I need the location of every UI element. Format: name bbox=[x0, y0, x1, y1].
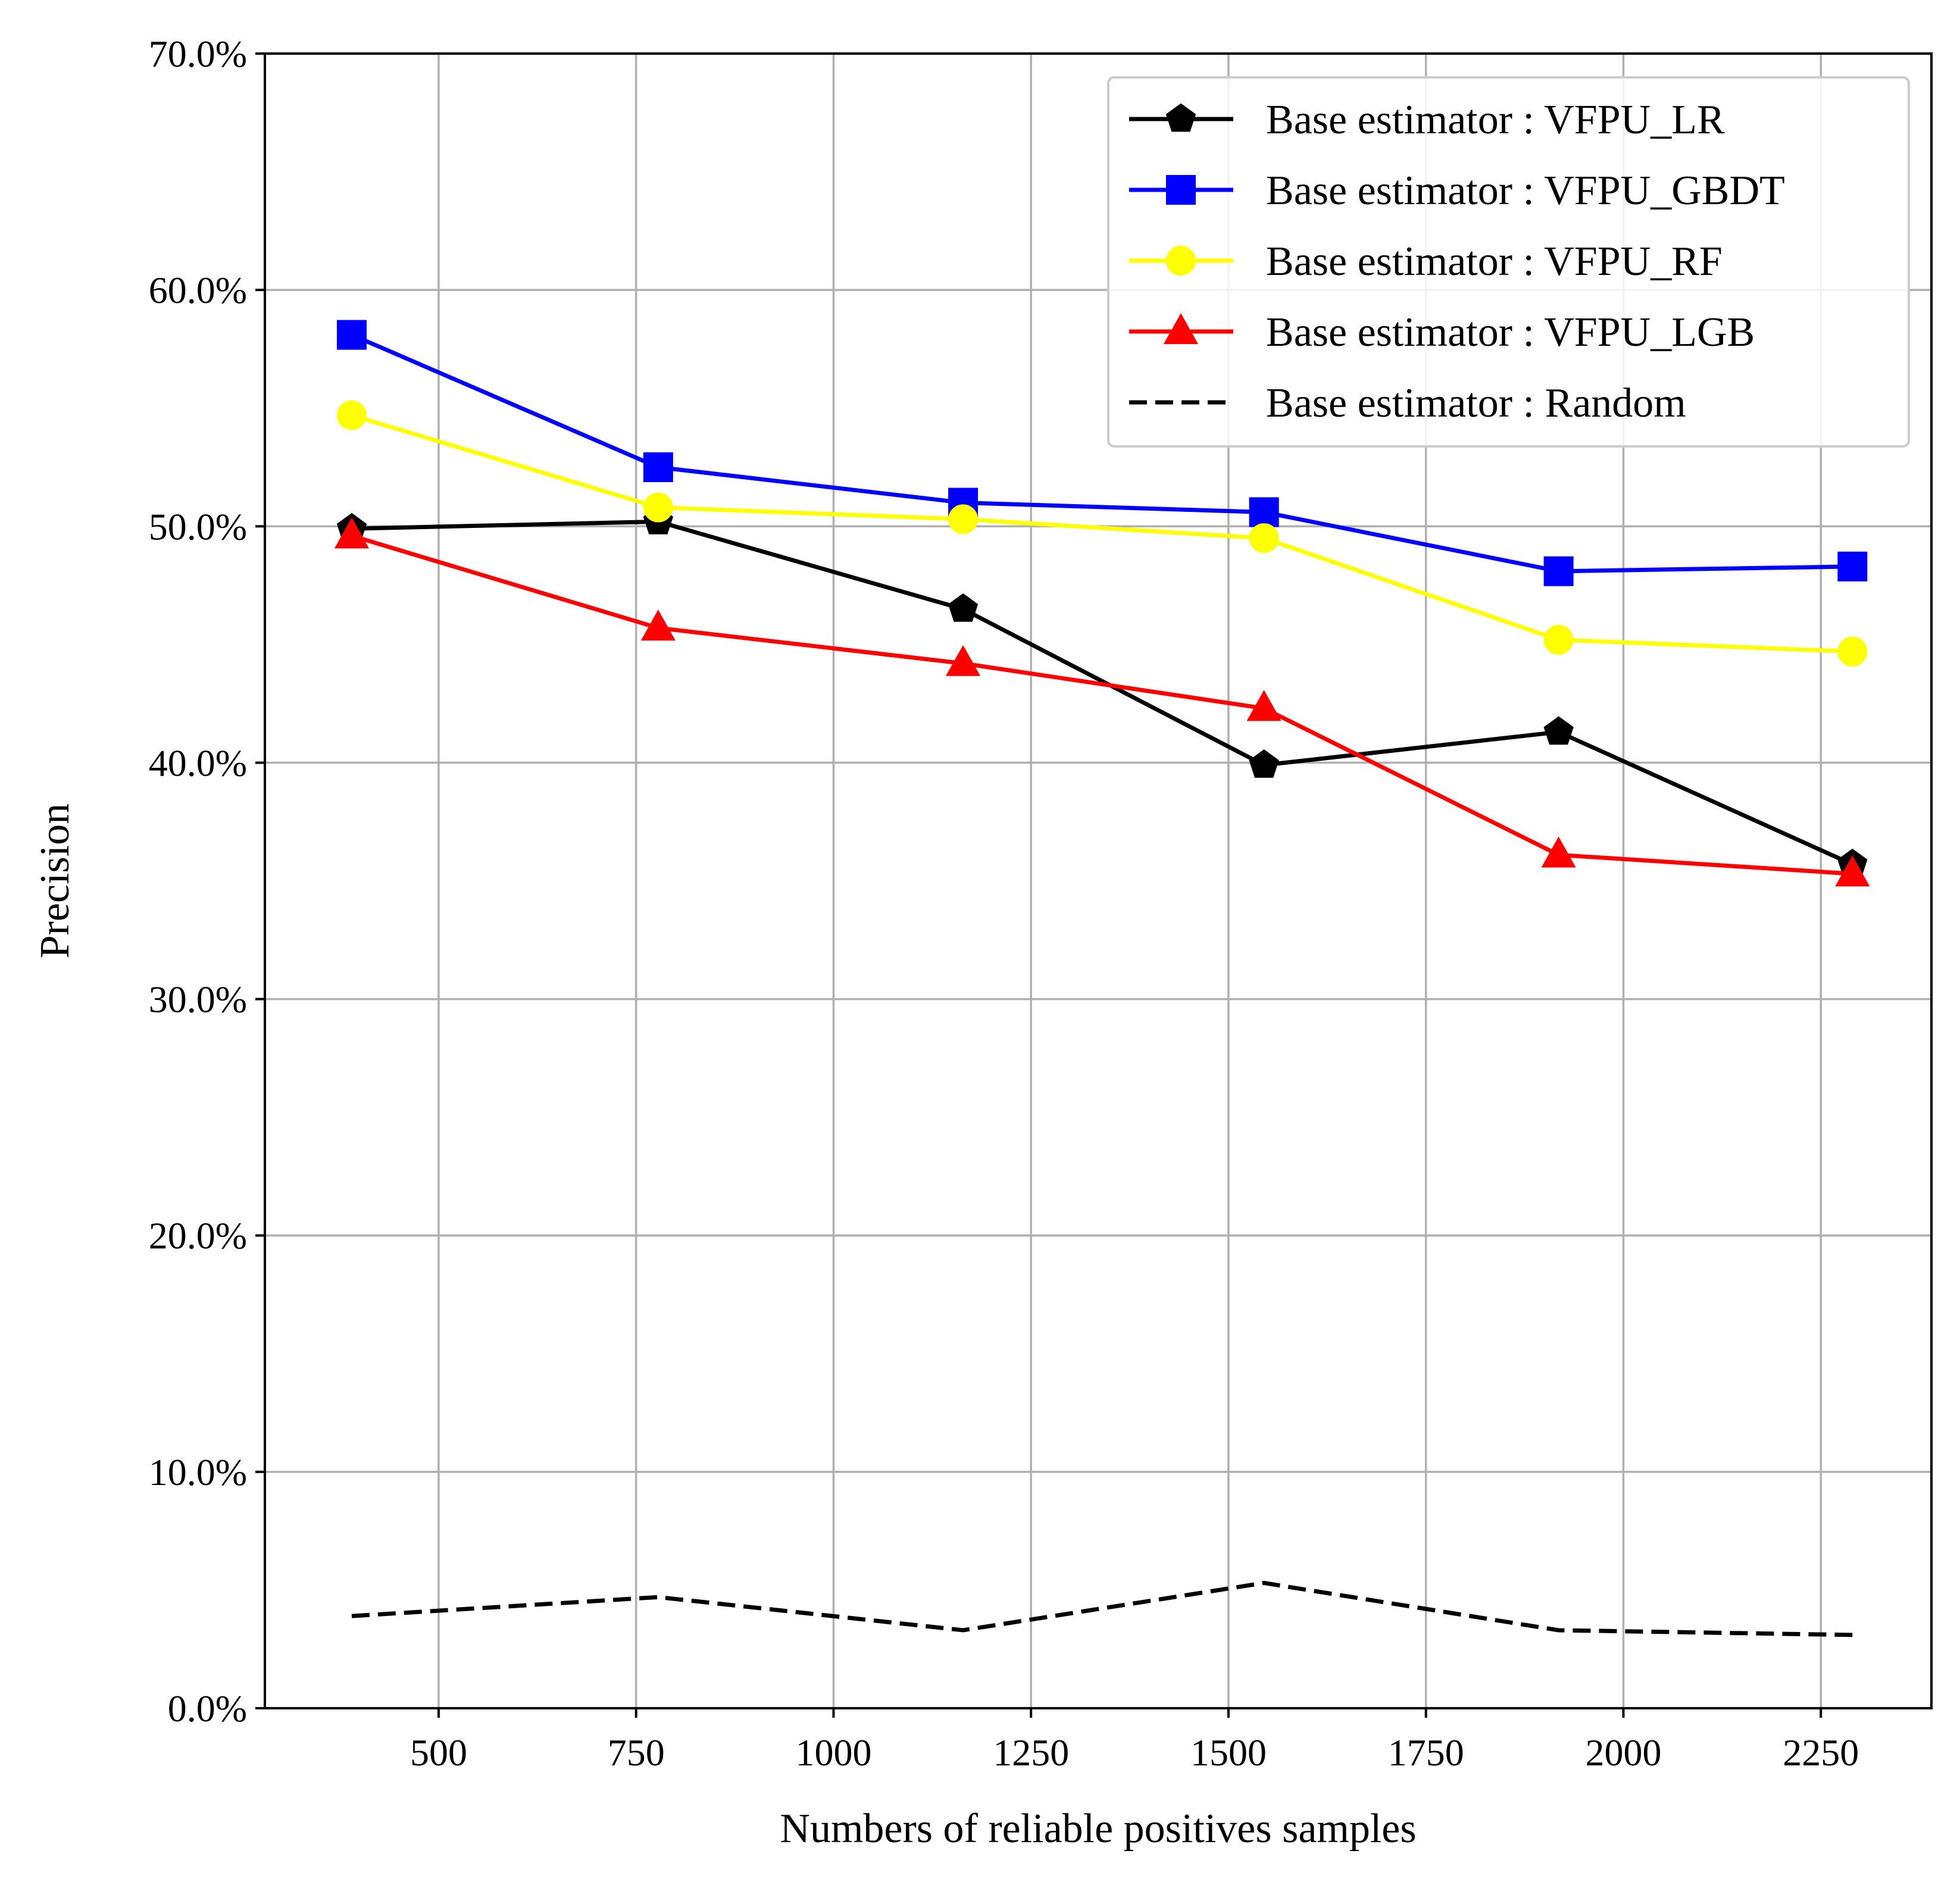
series-2 bbox=[336, 400, 1868, 667]
series-0 bbox=[336, 505, 1868, 877]
x-tick-label: 1500 bbox=[1190, 1731, 1267, 1774]
data-point bbox=[336, 400, 367, 430]
legend-label: Base estimator : VFPU_LGB bbox=[1266, 310, 1755, 355]
legend-item: Base estimator : VFPU_LR bbox=[1129, 97, 1725, 143]
series-line bbox=[351, 413, 1853, 654]
legend-label: Base estimator : VFPU_LR bbox=[1266, 97, 1725, 143]
data-point bbox=[1249, 523, 1279, 554]
series-line bbox=[351, 333, 1853, 574]
x-tick-label: 2000 bbox=[1585, 1731, 1661, 1774]
legend-marker bbox=[1166, 175, 1196, 205]
y-tick-label: 50.0% bbox=[149, 505, 247, 548]
data-point bbox=[948, 593, 979, 622]
axes: 500 750 1000 1250 1500 1750 2000 2250 0.0% 10.0% 2… bbox=[149, 33, 1859, 1774]
x-tick-label: 2250 bbox=[1783, 1731, 1859, 1774]
legend-item: Base estimator : VFPU_GBDT bbox=[1129, 168, 1785, 214]
data-point bbox=[643, 492, 673, 523]
data-point bbox=[948, 504, 979, 534]
legend-box bbox=[1107, 76, 1910, 448]
data-point bbox=[334, 517, 370, 549]
x-axis-label: Numbers of reliable positives samples bbox=[780, 1806, 1416, 1852]
y-tick-label: 30.0% bbox=[149, 979, 247, 1021]
data-point bbox=[1837, 636, 1868, 667]
x-tick-label: 500 bbox=[410, 1731, 467, 1774]
legend: Base estimator : VFPU_LR Base estimator :… bbox=[1107, 76, 1910, 448]
legend-item: Base estimator : VFPU_LGB bbox=[1129, 310, 1755, 355]
y-axis-label: Precision bbox=[32, 804, 78, 959]
series-group bbox=[334, 320, 1870, 1637]
legend-label: Base estimator : VFPU_RF bbox=[1266, 239, 1723, 285]
y-tick-label: 0.0% bbox=[168, 1687, 247, 1730]
series-3 bbox=[334, 517, 1870, 887]
legend-marker bbox=[1165, 103, 1196, 132]
plot-frame bbox=[264, 52, 1933, 1709]
data-point bbox=[1543, 624, 1574, 655]
data-point bbox=[640, 609, 676, 641]
y-tick-label: 10.0% bbox=[149, 1451, 247, 1493]
legend-marker bbox=[1166, 246, 1196, 276]
legend-item: Base estimator : Random bbox=[1129, 380, 1686, 426]
legend-marker bbox=[1163, 313, 1199, 345]
data-point bbox=[336, 320, 367, 350]
data-point bbox=[1837, 551, 1868, 582]
x-tick-label: 1250 bbox=[993, 1731, 1069, 1774]
y-tick-label: 40.0% bbox=[149, 742, 247, 784]
data-point bbox=[1246, 690, 1281, 721]
legend-label: Base estimator : VFPU_GBDT bbox=[1266, 168, 1785, 214]
data-point bbox=[1249, 497, 1279, 527]
series-line bbox=[351, 519, 1853, 867]
data-point bbox=[643, 452, 673, 482]
legend-item: Base estimator : VFPU_RF bbox=[1129, 239, 1723, 285]
legend-label: Base estimator : Random bbox=[1266, 380, 1686, 426]
data-point bbox=[1541, 836, 1576, 868]
data-point bbox=[1543, 716, 1574, 745]
data-point bbox=[1835, 855, 1870, 887]
data-point bbox=[946, 645, 981, 676]
x-tick-label: 750 bbox=[608, 1731, 665, 1774]
data-point bbox=[1249, 749, 1279, 778]
x-tick-label: 1750 bbox=[1388, 1731, 1464, 1774]
y-tick-label: 70.0% bbox=[149, 33, 247, 75]
y-tick-label: 20.0% bbox=[149, 1215, 247, 1257]
series-4 bbox=[351, 1581, 1853, 1637]
x-tick-label: 1000 bbox=[795, 1731, 871, 1774]
data-point bbox=[1543, 556, 1574, 586]
y-tick-label: 60.0% bbox=[149, 269, 247, 311]
series-line bbox=[351, 1581, 1853, 1637]
series-line bbox=[351, 533, 1853, 876]
